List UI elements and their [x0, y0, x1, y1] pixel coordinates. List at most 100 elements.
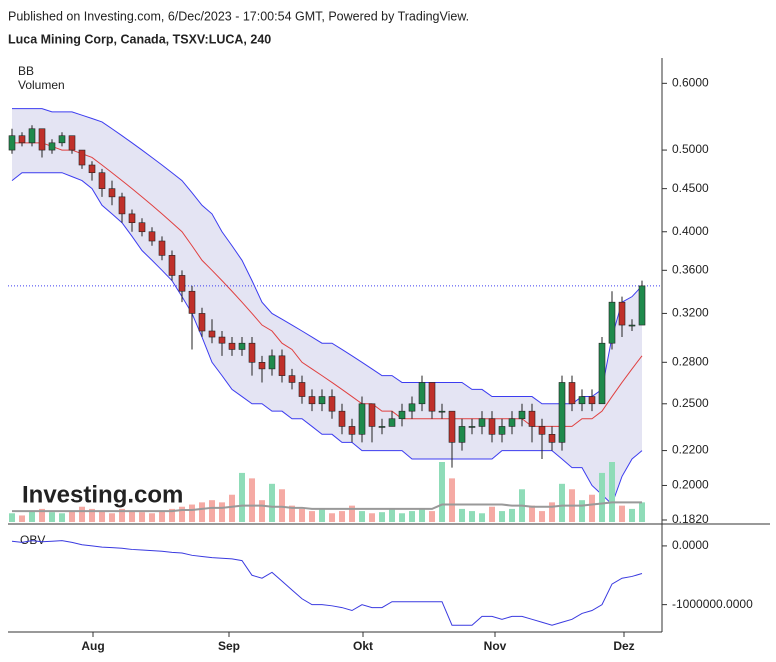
- volume-bar: [239, 472, 245, 522]
- candle-body: [38, 128, 46, 151]
- candle-body: [498, 426, 506, 435]
- volume-bar: [369, 513, 375, 522]
- candle-body: [528, 410, 536, 427]
- candle-body: [478, 418, 486, 427]
- band-middle: [12, 142, 643, 427]
- chart-title: Luca Mining Corp, Canada, TSXV:LUCA, 240: [8, 32, 271, 46]
- candle-body: [468, 426, 476, 428]
- volume-bar: [619, 505, 625, 522]
- volume-bar: [59, 513, 65, 522]
- volume-bar: [299, 508, 305, 522]
- watermark: Investing.com: [22, 481, 183, 508]
- volume-bar: [219, 502, 225, 522]
- volume-bar: [179, 506, 185, 522]
- volume-bar: [339, 511, 345, 522]
- candle-body: [288, 375, 296, 383]
- volume-bar: [329, 513, 335, 522]
- volume-bar: [499, 511, 505, 522]
- candle-body: [628, 324, 636, 327]
- candle-body: [208, 330, 216, 338]
- candle-body: [518, 410, 526, 420]
- candle-body: [168, 255, 176, 276]
- volume-bar: [399, 513, 405, 522]
- candle-body: [608, 301, 616, 344]
- candle-body: [378, 426, 386, 428]
- volume-bar: [459, 508, 465, 522]
- x-tick-label: Okt: [353, 639, 373, 653]
- volume-bar: [259, 500, 265, 522]
- obv-line: [11, 540, 643, 626]
- volume-bar: [319, 508, 325, 522]
- x-tick-label: Aug: [81, 639, 104, 653]
- candle-body: [268, 355, 276, 370]
- volume-bar: [389, 508, 395, 522]
- candle-body: [68, 135, 76, 151]
- x-tick-label: Sep: [218, 639, 240, 653]
- volume-bar: [119, 508, 125, 522]
- band-fill: [12, 108, 642, 505]
- candle-body: [348, 426, 356, 435]
- y-tick-label: 0.2000: [672, 478, 709, 492]
- volume-bar: [139, 512, 145, 522]
- volume-bar: [639, 502, 645, 522]
- candle-body: [88, 164, 96, 174]
- candle-body: [618, 301, 626, 326]
- candle-body: [438, 410, 446, 413]
- volume-bar: [209, 500, 215, 522]
- candle-body: [158, 240, 166, 256]
- candle-body: [108, 188, 116, 198]
- volume-bar: [89, 508, 95, 522]
- candle-body: [358, 403, 366, 435]
- candle-body: [58, 135, 66, 144]
- x-tick-label: Dez: [613, 639, 634, 653]
- volume-bar: [489, 506, 495, 522]
- volume-bar: [419, 508, 425, 522]
- candle-body: [308, 396, 316, 405]
- candle-body: [488, 418, 496, 435]
- candle-body: [248, 342, 256, 363]
- candle-body: [138, 222, 146, 233]
- volume-bar: [149, 513, 155, 522]
- candle-body: [448, 410, 456, 443]
- volume-bar: [99, 511, 105, 522]
- volume-bar: [39, 508, 45, 522]
- volume-bar: [19, 515, 25, 522]
- volume-bar: [449, 478, 455, 522]
- y-tick-label: 0.2800: [672, 354, 709, 368]
- indicator-label: Volumen: [18, 78, 65, 92]
- volume-bar: [559, 483, 565, 522]
- candle-body: [578, 396, 586, 405]
- volume-bar: [349, 505, 355, 522]
- candle-body: [78, 149, 86, 166]
- y-tick-label: 0.0000: [672, 538, 709, 552]
- candle-body: [178, 275, 186, 292]
- volume-bar: [439, 462, 445, 522]
- candle-body: [148, 231, 156, 242]
- volume-bar: [169, 508, 175, 522]
- band-layer: [8, 108, 662, 522]
- volume-bar: [129, 511, 135, 522]
- candle-body: [98, 172, 106, 189]
- candle-body: [48, 142, 56, 151]
- volume-bar: [429, 511, 435, 522]
- volume-bar: [549, 502, 555, 522]
- volume-bar: [199, 502, 205, 522]
- y-tick-label: 0.2200: [672, 443, 709, 457]
- volume-bar: [69, 511, 75, 522]
- volume-bar: [379, 512, 385, 522]
- volume-bar: [629, 508, 635, 522]
- volume-ma: [12, 501, 642, 513]
- candle-body: [408, 403, 416, 412]
- y-tick-label: 0.2500: [672, 396, 709, 410]
- candle-body: [328, 396, 336, 412]
- candle-body: [428, 382, 436, 412]
- x-tick-label: Nov: [484, 639, 507, 653]
- plot-layer: [8, 125, 646, 468]
- candle-body: [318, 396, 326, 405]
- volume-bar: [29, 511, 35, 522]
- volume-bar: [279, 489, 285, 522]
- obv-label: OBV: [20, 533, 45, 547]
- indicator-label: BB: [18, 64, 34, 78]
